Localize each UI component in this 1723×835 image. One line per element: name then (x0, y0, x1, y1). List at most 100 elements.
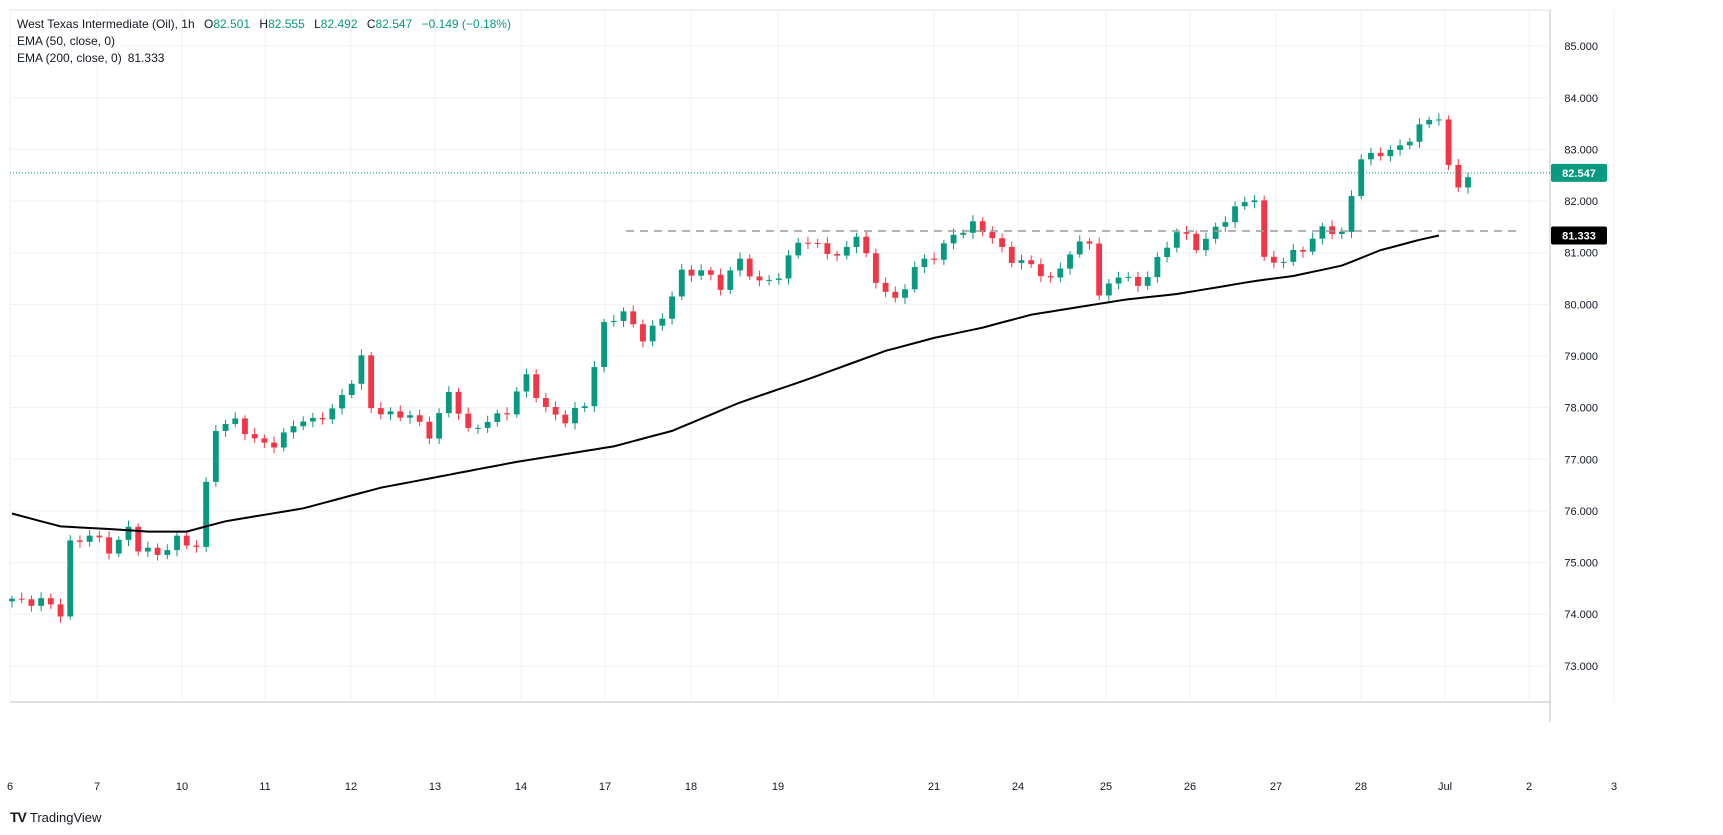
candle-body[interactable] (1348, 196, 1355, 232)
candle-body[interactable] (630, 311, 637, 325)
candle-body[interactable] (824, 243, 831, 254)
candle-body[interactable] (727, 270, 734, 290)
candle-body[interactable] (640, 324, 646, 342)
candle-body[interactable] (591, 367, 598, 407)
candle-body[interactable] (183, 535, 190, 546)
candle-body[interactable] (1329, 226, 1336, 234)
candle-body[interactable] (1241, 202, 1248, 207)
candle-body[interactable] (212, 430, 219, 482)
candle-body[interactable] (1154, 257, 1161, 278)
candle-body[interactable] (455, 391, 462, 414)
candle-body[interactable] (1445, 119, 1452, 165)
candle-body[interactable] (989, 232, 996, 239)
candle-body[interactable] (339, 395, 345, 409)
candle-body[interactable] (387, 411, 394, 415)
candle-body[interactable] (766, 279, 773, 281)
candle-body[interactable] (1057, 268, 1064, 278)
candle-body[interactable] (999, 238, 1005, 247)
ema200-line[interactable] (11, 234, 1440, 533)
candle-body[interactable] (154, 547, 161, 555)
candle-body[interactable] (164, 550, 171, 555)
candle-body[interactable] (494, 413, 501, 422)
candle-body[interactable] (135, 526, 142, 552)
candle-body[interactable] (921, 258, 928, 268)
candle-body[interactable] (1377, 152, 1384, 157)
candle-body[interactable] (407, 415, 413, 418)
candle-body[interactable] (106, 537, 112, 554)
candle-body[interactable] (902, 289, 908, 298)
candle-body[interactable] (785, 255, 792, 279)
candle-body[interactable] (445, 391, 452, 414)
candle-body[interactable] (280, 432, 287, 448)
candle-body[interactable] (18, 598, 25, 600)
candle-body[interactable] (601, 322, 608, 368)
candle-body[interactable] (775, 278, 782, 280)
candle-body[interactable] (1018, 260, 1025, 263)
candle-body[interactable] (737, 258, 743, 271)
candle-body[interactable] (1280, 261, 1287, 263)
candle-body[interactable] (552, 406, 559, 415)
candle-body[interactable] (960, 232, 967, 235)
candle-body[interactable] (1358, 159, 1365, 197)
candle-body[interactable] (67, 540, 74, 617)
candle-body[interactable] (1222, 222, 1229, 227)
candle-body[interactable] (358, 355, 365, 384)
candle-body[interactable] (1105, 283, 1112, 296)
candle-body[interactable] (911, 267, 918, 290)
candle-body[interactable] (203, 481, 210, 547)
candle-body[interactable] (882, 282, 889, 292)
candle-body[interactable] (892, 291, 899, 298)
candle-body[interactable] (717, 274, 724, 290)
candle-body[interactable] (698, 270, 705, 276)
candle-body[interactable] (756, 276, 763, 281)
candle-body[interactable] (115, 539, 122, 554)
candle-body[interactable] (57, 604, 64, 617)
candle-body[interactable] (1008, 246, 1015, 263)
candle-body[interactable] (979, 221, 986, 233)
candle-body[interactable] (484, 421, 491, 428)
candle-body[interactable] (1037, 264, 1044, 277)
candle-body[interactable] (1232, 206, 1238, 223)
candle-body[interactable] (426, 421, 433, 439)
candle-body[interactable] (300, 421, 307, 427)
candle-body[interactable] (1368, 152, 1374, 160)
candle-body[interactable] (77, 540, 83, 542)
candle-body[interactable] (1028, 260, 1035, 265)
candle-body[interactable] (1203, 238, 1209, 251)
candle-body[interactable] (1261, 200, 1268, 257)
candle-body[interactable] (271, 442, 277, 448)
candle-body[interactable] (950, 234, 957, 244)
candle-body[interactable] (1047, 276, 1054, 278)
candle-body[interactable] (1096, 243, 1103, 296)
candle-body[interactable] (222, 423, 229, 431)
candle-body[interactable] (1067, 254, 1073, 269)
candle-body[interactable] (1115, 277, 1122, 284)
candle-body[interactable] (1416, 124, 1423, 142)
candle-body[interactable] (174, 535, 180, 551)
candle-body[interactable] (416, 415, 423, 422)
candle-body[interactable] (290, 426, 297, 433)
candle-body[interactable] (707, 270, 714, 275)
candle-body[interactable] (542, 397, 549, 407)
candle-body[interactable] (843, 246, 850, 256)
candle-body[interactable] (144, 547, 151, 552)
candle-body[interactable] (1455, 164, 1462, 188)
candle-body[interactable] (872, 253, 879, 283)
candle-body[interactable] (970, 221, 976, 233)
candle-body[interactable] (931, 258, 938, 260)
candle-body[interactable] (513, 391, 520, 415)
candle-body[interactable] (319, 417, 326, 420)
candle-body[interactable] (669, 296, 675, 319)
candle-body[interactable] (572, 408, 578, 424)
candle-body[interactable] (649, 325, 656, 342)
candle-body[interactable] (1183, 232, 1190, 234)
candle-body[interactable] (9, 598, 15, 602)
candle-body[interactable] (805, 242, 811, 244)
candle-body[interactable] (795, 242, 802, 256)
candle-body[interactable] (397, 411, 404, 418)
candle-body[interactable] (814, 242, 821, 244)
candle-body[interactable] (1144, 277, 1151, 286)
candle-body[interactable] (193, 545, 200, 547)
candle-body[interactable] (581, 406, 588, 409)
